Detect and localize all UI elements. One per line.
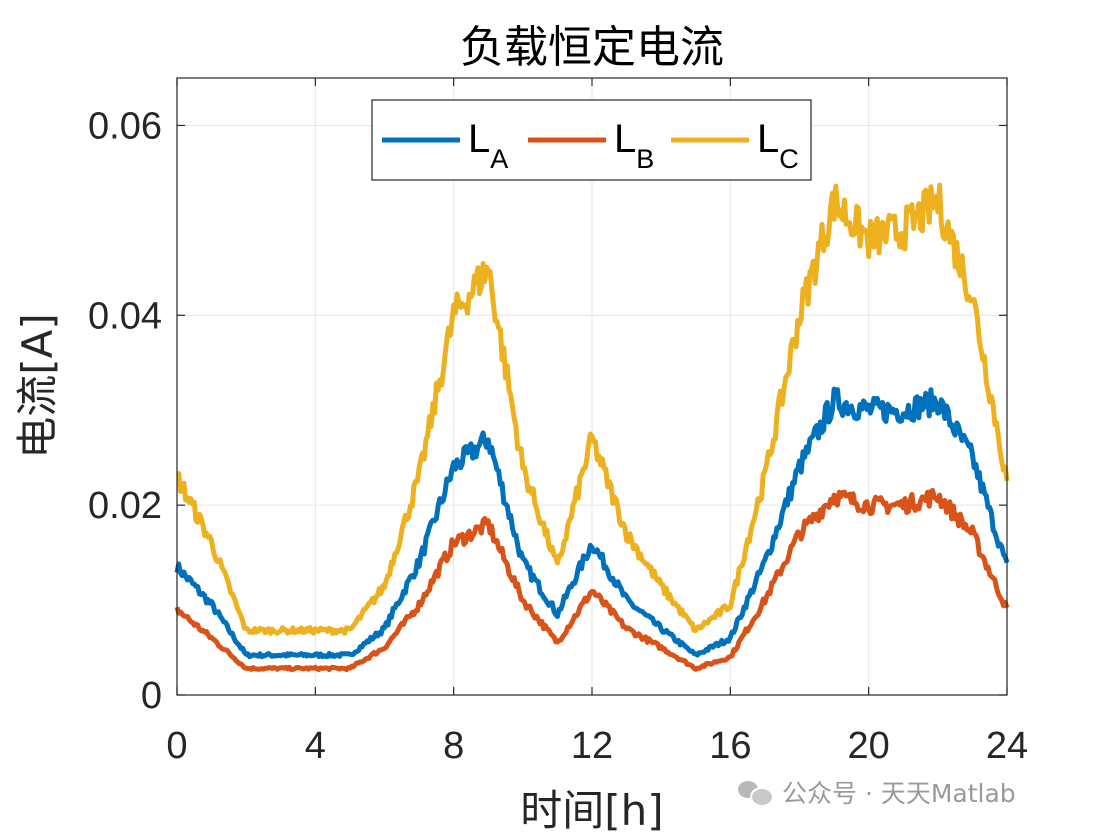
- series-layer: [174, 182, 1010, 673]
- y-tick-labels: 0 0.02 0.04 0.06: [88, 105, 162, 717]
- series-line-A: [174, 386, 1010, 660]
- x-tick-label: 20: [848, 725, 890, 767]
- y-tick-label: 0.04: [88, 295, 162, 337]
- watermark: 公众号 · 天天Matlab: [738, 774, 1016, 810]
- x-tick-label: 8: [443, 725, 464, 767]
- watermark-text: 公众号 · 天天Matlab: [782, 779, 1016, 808]
- y-tick-label: 0.06: [88, 105, 162, 147]
- x-tick-label: 12: [571, 725, 613, 767]
- wechat-icon: [738, 779, 774, 807]
- series-line-C: [176, 182, 1010, 636]
- x-tick-label: 16: [709, 725, 751, 767]
- legend-entry-C: LC: [757, 117, 799, 174]
- y-axis-title: 电流[A]: [13, 313, 62, 459]
- x-axis-title: 时间[h]: [520, 786, 663, 835]
- x-tick-label: 24: [986, 725, 1028, 767]
- y-tick-label: 0: [141, 675, 162, 717]
- y-tick-label: 0.02: [88, 485, 162, 527]
- chart-title: 负载恒定电流: [460, 22, 724, 73]
- series-line-B: [174, 488, 1010, 673]
- x-tick-label: 4: [305, 725, 326, 767]
- x-tick-label: 0: [166, 725, 187, 767]
- legend-entry-A: LA: [468, 117, 508, 174]
- x-tick-labels: 0 4 8 12 16 20 24: [166, 725, 1028, 767]
- legend: LA LB LC: [371, 99, 812, 181]
- legend-entry-B: LB: [614, 117, 654, 174]
- axis-ticks: [176, 78, 1008, 696]
